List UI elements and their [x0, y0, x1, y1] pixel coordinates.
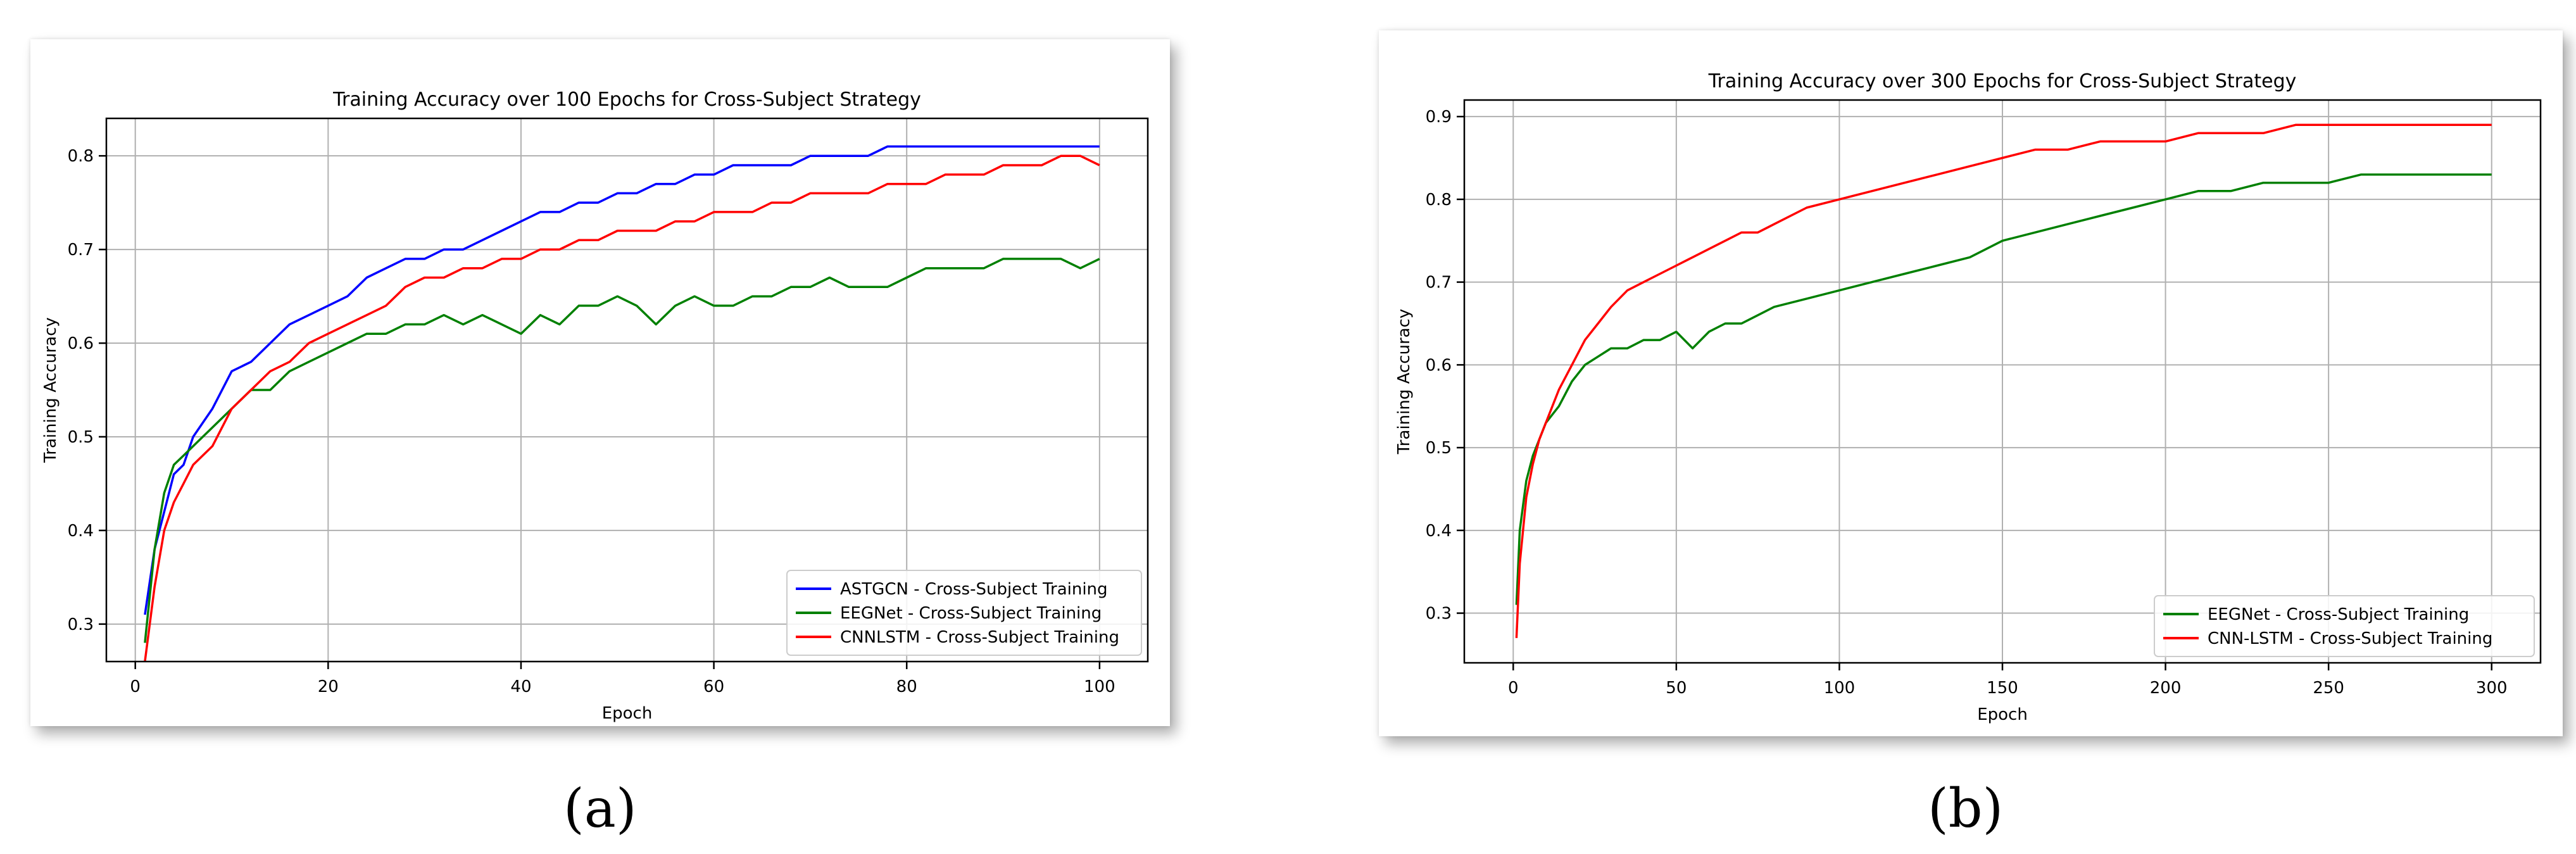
chart-a-ytick-label-0.4: 0.4 — [68, 522, 94, 541]
chart-a-legend-box — [786, 570, 1142, 656]
chart-b-xtick-label-0: 0 — [1508, 679, 1519, 698]
chart-a-xtick-label-0: 0 — [130, 677, 141, 696]
chart-a-svg: 0 20 40 60 80 100 0.3 0.4 0.5 0.6 0.7 0.8 Training A… — [41, 89, 1149, 723]
chart-b-series-line-1 — [1515, 123, 2492, 638]
chart-a-ytick-label-0.7: 0.7 — [68, 241, 94, 260]
caption-a: (a) — [563, 777, 637, 839]
chart-a-ytick-label-0.8: 0.8 — [68, 147, 94, 166]
chart-b-legend-box — [2154, 595, 2535, 657]
chart-b-ytick-label-0.9: 0.9 — [1426, 108, 1452, 127]
chart-b-xtick-label-50: 50 — [1666, 679, 1687, 698]
caption-b: (b) — [1928, 777, 2004, 839]
chart-a-series-line-0 — [144, 145, 1100, 615]
chart-a-title: Training Accuracy over 100 Epochs for Cr… — [332, 89, 921, 111]
chart-a-ytick-label-0.6: 0.6 — [68, 334, 94, 353]
chart-a-ylabel: Training Accuracy — [41, 317, 60, 463]
chart-b-ytick-label-0.4: 0.4 — [1426, 522, 1452, 541]
chart-b-legend-label-0: EEGNet - Cross-Subject Training — [2208, 605, 2469, 624]
chart-a-series-line-2 — [144, 154, 1100, 662]
chart-a-ytick-label-0.3: 0.3 — [68, 615, 94, 634]
chart-panel-b: 0 50 100 150 200 250 300 0.3 0.4 0.5 0.6 0.7 0.8 0.9 T… — [1379, 30, 2563, 736]
chart-b-ylabel: Training Accuracy — [1395, 309, 1414, 455]
chart-a-xtick-label-80: 80 — [896, 677, 917, 696]
chart-a-legend-label-0: ASTGCN - Cross-Subject Training — [840, 580, 1108, 599]
chart-a-xlabel: Epoch — [602, 704, 653, 723]
chart-b-series-line-0 — [1515, 173, 2492, 605]
chart-b-ytick-label-0.6: 0.6 — [1426, 356, 1452, 375]
chart-b-ytick-label-0.8: 0.8 — [1426, 191, 1452, 210]
chart-a-xtick-label-100: 100 — [1084, 677, 1115, 696]
chart-a-plot-frame — [105, 117, 1149, 663]
chart-b-legend-label-1: CNN-LSTM - Cross-Subject Training — [2208, 629, 2492, 648]
chart-b-ytick-label-0.5: 0.5 — [1426, 439, 1452, 458]
chart-b-title: Training Accuracy over 300 Epochs for Cr… — [1708, 70, 2297, 92]
chart-b-xtick-label-150: 150 — [1987, 679, 2018, 698]
chart-a-xtick-label-40: 40 — [510, 677, 531, 696]
chart-panel-a: 0 20 40 60 80 100 0.3 0.4 0.5 0.6 0.7 0.8 Training A… — [30, 39, 1170, 726]
chart-b-xtick-label-300: 300 — [2476, 679, 2508, 698]
chart-b-svg: 0 50 100 150 200 250 300 0.3 0.4 0.5 0.6 0.7 0.8 0.9 T… — [1395, 70, 2542, 724]
chart-b-ytick-label-0.3: 0.3 — [1426, 605, 1452, 624]
chart-a-xtick-label-60: 60 — [703, 677, 724, 696]
chart-b-xtick-label-200: 200 — [2150, 679, 2182, 698]
chart-b-ytick-label-0.7: 0.7 — [1426, 273, 1452, 292]
chart-a-legend-label-1: EEGNet - Cross-Subject Training — [840, 604, 1102, 623]
chart-a-series-line-1 — [144, 258, 1100, 643]
chart-b-xlabel: Epoch — [1977, 705, 2028, 724]
chart-a-legend-label-2: CNNLSTM - Cross-Subject Training — [840, 628, 1119, 647]
chart-b-xtick-label-250: 250 — [2313, 679, 2344, 698]
chart-a-ytick-label-0.5: 0.5 — [68, 428, 94, 447]
chart-b-xtick-label-100: 100 — [1824, 679, 1856, 698]
chart-a-xtick-label-20: 20 — [318, 677, 339, 696]
